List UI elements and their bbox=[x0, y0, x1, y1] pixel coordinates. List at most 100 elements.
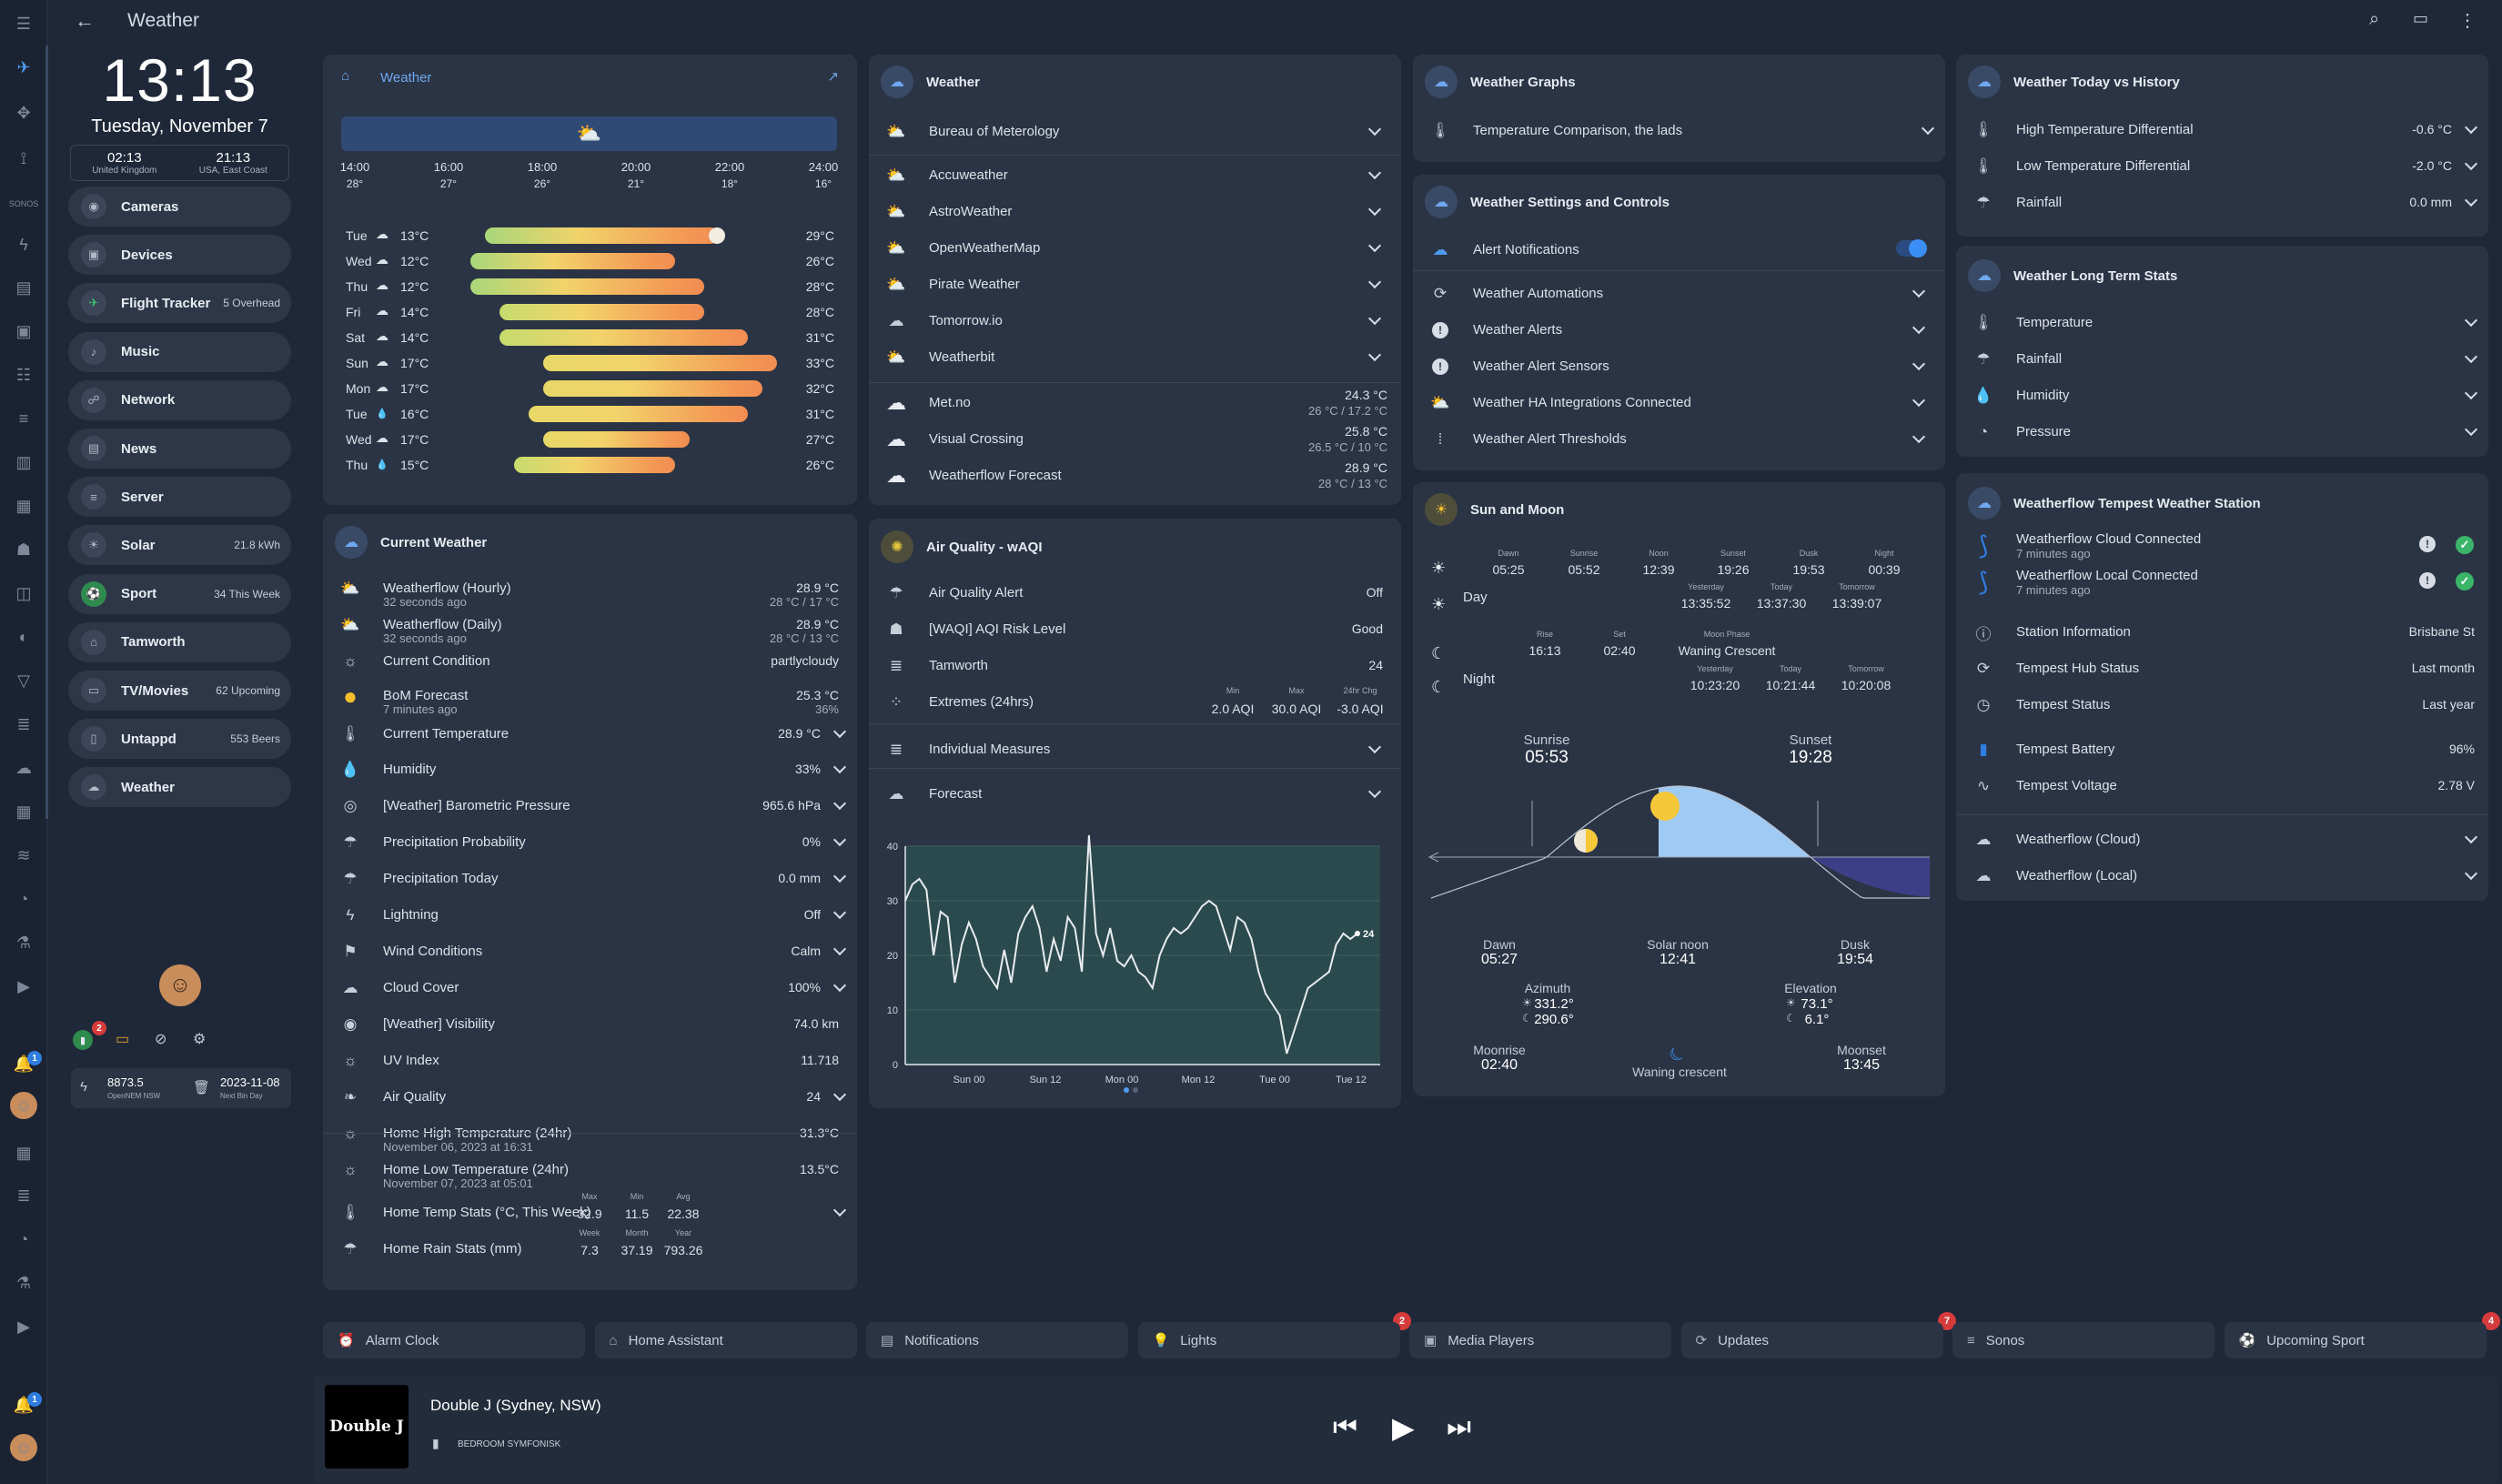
chevron-down-icon[interactable] bbox=[2465, 425, 2477, 438]
chevron-down-icon[interactable] bbox=[2465, 352, 2477, 365]
settings-row[interactable]: ⁞ Weather Alert Thresholds bbox=[1413, 426, 1945, 453]
nav-button-devices[interactable]: ▣ Devices bbox=[68, 235, 291, 276]
chevron-down-icon[interactable] bbox=[1368, 278, 1381, 290]
tab-home-assistant[interactable]: ⌂ Home Assistant bbox=[594, 1322, 857, 1358]
air-expand-row[interactable]: ☁ Forecast bbox=[869, 781, 1401, 808]
longterm-row[interactable]: 🌡 Temperature bbox=[1956, 309, 2488, 337]
graph-row[interactable]: 🌡 Temperature Comparison, the lads bbox=[1413, 117, 1945, 145]
source-row[interactable]: ⛅ OpenWeatherMap bbox=[869, 235, 1401, 262]
nav-button-tamworth[interactable]: ⌂ Tamworth bbox=[68, 621, 291, 662]
skip-icon[interactable]: ⟟ bbox=[20, 148, 27, 167]
monitor-icon[interactable]: ▭ bbox=[116, 1032, 130, 1047]
source-row[interactable]: ⛅ Bureau of Meterology bbox=[869, 118, 1401, 146]
chevron-down-icon[interactable] bbox=[833, 799, 846, 812]
chevron-down-icon[interactable] bbox=[833, 1090, 846, 1103]
longterm-row[interactable]: ◔ Pressure bbox=[1956, 419, 2488, 446]
open-external-icon[interactable]: ↗ bbox=[827, 69, 839, 85]
stack-icon[interactable]: ≣ bbox=[16, 714, 31, 733]
air-expand-row[interactable]: ≣ Individual Measures bbox=[869, 736, 1401, 763]
flask-icon[interactable]: ⚗ bbox=[15, 933, 32, 952]
sonos-icon[interactable]: SONOS bbox=[8, 199, 39, 208]
filter-icon[interactable]: ▽ bbox=[17, 671, 30, 690]
next-track-icon[interactable]: ⏭ bbox=[1447, 1412, 1471, 1442]
tab-lights[interactable]: 💡 Lights bbox=[1137, 1322, 1400, 1358]
lightning-icon[interactable]: ϟ bbox=[19, 235, 28, 254]
camera-icon[interactable]: ◫ bbox=[15, 583, 32, 602]
user-avatar[interactable]: ☺ bbox=[10, 1092, 37, 1119]
current-row[interactable]: 🌡 Current Temperature 28.9 °C bbox=[323, 721, 857, 748]
nav-button-untappd[interactable]: ▯ Untappd 553 Beers bbox=[68, 719, 291, 760]
media-icon[interactable]: ▶ bbox=[17, 976, 30, 995]
nav-button-network[interactable]: ☍ Network bbox=[68, 379, 291, 420]
current-row[interactable]: ⚑ Wind Conditions Calm bbox=[323, 938, 857, 965]
current-row[interactable]: ◎ [Weather] Barometric Pressure 965.6 hPa bbox=[323, 792, 857, 820]
chevron-down-icon[interactable] bbox=[1368, 350, 1381, 363]
calendar-icon[interactable]: ▦ bbox=[15, 496, 32, 515]
chevron-down-icon[interactable] bbox=[833, 872, 846, 884]
badge-icon[interactable]: ▣ bbox=[15, 321, 32, 340]
tab-notifications[interactable]: ▤ Notifications bbox=[866, 1322, 1128, 1358]
chevron-down-icon[interactable] bbox=[2465, 123, 2477, 136]
nav-button-solar[interactable]: ☀ Solar 21.8 kWh bbox=[68, 525, 291, 566]
current-row[interactable]: ☁ Cloud Cover 100% bbox=[323, 974, 857, 1002]
flask2-icon[interactable]: ⚗ bbox=[15, 1273, 32, 1292]
robot-icon[interactable]: ☗ bbox=[15, 540, 32, 559]
gauge2-icon[interactable]: ◔ bbox=[18, 1229, 29, 1248]
tab-sonos[interactable]: ≡ Sonos bbox=[1952, 1322, 2214, 1358]
chevron-down-icon[interactable] bbox=[2465, 869, 2477, 882]
nav-button-weather[interactable]: ☁ Weather bbox=[68, 767, 291, 808]
settings-row[interactable]: ⟳ Weather Automations bbox=[1413, 280, 1945, 308]
calendar2-icon[interactable]: ▦ bbox=[15, 802, 32, 821]
current-row[interactable]: 💧 Humidity 33% bbox=[323, 756, 857, 783]
chevron-down-icon[interactable] bbox=[1912, 287, 1925, 299]
chevron-down-icon[interactable] bbox=[1912, 396, 1925, 409]
previous-track-icon[interactable]: ⏮ bbox=[1333, 1412, 1357, 1442]
longterm-row[interactable]: ☂ Rainfall bbox=[1956, 346, 2488, 373]
user-avatar-2[interactable]: ☺ bbox=[10, 1434, 37, 1461]
chevron-down-icon[interactable] bbox=[1368, 125, 1381, 137]
layers-icon[interactable]: ≋ bbox=[16, 845, 31, 864]
nav-button-news[interactable]: ▤ News bbox=[68, 429, 291, 469]
page-dot[interactable] bbox=[1124, 1087, 1129, 1093]
nav-button-tv-movies[interactable]: ▭ TV/Movies 62 Upcoming bbox=[68, 671, 291, 711]
chat-icon[interactable]: ▭ bbox=[2413, 9, 2429, 27]
list-icon[interactable]: ☷ bbox=[15, 365, 32, 384]
settings-row[interactable]: ⛅ Weather HA Integrations Connected bbox=[1413, 389, 1945, 417]
more-vert-icon[interactable]: ⋮ bbox=[2458, 11, 2477, 31]
chevron-down-icon[interactable] bbox=[1922, 124, 1934, 136]
nav-button-cameras[interactable]: ◉ Cameras bbox=[68, 187, 291, 227]
chevron-down-icon[interactable] bbox=[833, 1206, 846, 1218]
back-arrow-icon[interactable]: ← bbox=[75, 9, 95, 32]
source-row[interactable]: ☁ Tomorrow.io bbox=[869, 308, 1401, 335]
current-row[interactable]: ϟ Lightning Off bbox=[323, 902, 857, 929]
nav-button-flight-tracker[interactable]: ✈ Flight Tracker 5 Overhead bbox=[68, 283, 291, 324]
stack2-icon[interactable]: ≣ bbox=[16, 1186, 31, 1205]
toggle-icon[interactable]: ◐ bbox=[18, 627, 29, 646]
server-icon[interactable]: ≡ bbox=[18, 409, 29, 428]
tab-upcoming-sport[interactable]: ⚽ Upcoming Sport bbox=[2224, 1322, 2487, 1358]
nav-button-music[interactable]: ♪ Music bbox=[68, 331, 291, 372]
calendar3-icon[interactable]: ▦ bbox=[15, 1143, 32, 1162]
chevron-down-icon[interactable] bbox=[1368, 314, 1381, 327]
tab-media-players[interactable]: ▣ Media Players bbox=[1409, 1322, 1671, 1358]
alert-toggle[interactable] bbox=[1896, 239, 1927, 257]
tab-alarm-clock[interactable]: ⏰ Alarm Clock bbox=[323, 1322, 585, 1358]
gauge-icon[interactable]: ◔ bbox=[18, 889, 29, 908]
chevron-down-icon[interactable] bbox=[1912, 432, 1925, 445]
chevron-down-icon[interactable] bbox=[2465, 316, 2477, 328]
source-row[interactable]: ⛅ AstroWeather bbox=[869, 198, 1401, 226]
chevron-down-icon[interactable] bbox=[833, 908, 846, 921]
current-row[interactable]: ❧ Air Quality 24 bbox=[323, 1084, 857, 1111]
history-row[interactable]: 🌡 High Temperature Differential -0.6 °C bbox=[1956, 116, 2488, 144]
settings-row[interactable]: ! Weather Alerts bbox=[1413, 317, 1945, 344]
chevron-down-icon[interactable] bbox=[2465, 389, 2477, 401]
chevron-down-icon[interactable] bbox=[2465, 833, 2477, 845]
chevron-down-icon[interactable] bbox=[2465, 159, 2477, 172]
mic-off-icon[interactable]: ⊘ bbox=[155, 1032, 167, 1047]
page-dot[interactable] bbox=[1133, 1087, 1138, 1093]
stats-row[interactable]: 🌡 Home Temp Stats (°C, This Week) Max 32.9 M… bbox=[323, 1192, 857, 1227]
longterm-row[interactable]: 💧 Humidity bbox=[1956, 382, 2488, 409]
source-row[interactable]: ⛅ Pirate Weather bbox=[869, 271, 1401, 298]
settings-gear-icon[interactable]: ⚙ bbox=[193, 1032, 207, 1047]
nav-button-sport[interactable]: ⚽ Sport 34 This Week bbox=[68, 573, 291, 614]
